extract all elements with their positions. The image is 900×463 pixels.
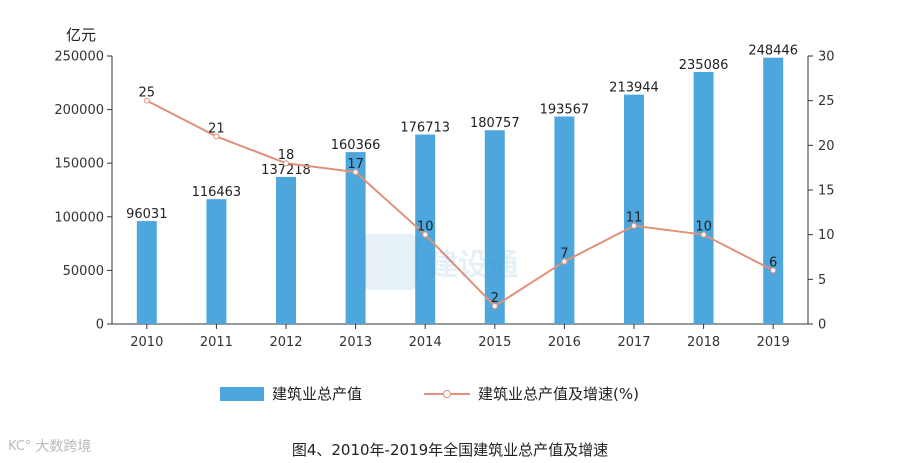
line-point — [770, 267, 777, 274]
bar-data-label: 137218 — [261, 163, 311, 178]
left-axis-tick-label: 100000 — [54, 210, 104, 225]
line-data-label: 10 — [417, 220, 434, 235]
line-point — [213, 133, 220, 140]
bar-series — [136, 57, 784, 324]
bar — [136, 221, 157, 324]
x-axis-tick-label: 2010 — [130, 335, 163, 350]
bar — [415, 134, 436, 324]
line-data-label: 2 — [491, 291, 499, 306]
line-point — [283, 160, 289, 167]
left-axis-tick-label: 50000 — [63, 264, 104, 279]
x-axis-tick-label: 2015 — [478, 335, 511, 350]
bar — [345, 152, 366, 324]
right-axis-tick-label: 15 — [818, 184, 835, 199]
line-point — [143, 97, 150, 104]
right-axis-tick-label: 10 — [818, 228, 835, 243]
line-data-label: 21 — [208, 121, 225, 136]
right-axis-tick-label: 25 — [818, 94, 835, 109]
x-axis-tick-label: 2017 — [617, 335, 650, 350]
legend-bar-swatch — [220, 386, 264, 401]
x-axis-tick-label: 2011 — [200, 335, 233, 350]
line-data-label: 17 — [347, 157, 364, 172]
bar — [206, 199, 227, 324]
legend-line-label: 建筑业总产值及增速(%) — [478, 385, 639, 403]
left-axis-tick-label: 0 — [96, 318, 104, 333]
bar-data-label: 248446 — [748, 44, 798, 59]
bar-data-label: 180757 — [470, 116, 520, 131]
line-series-path — [146, 99, 774, 308]
line-data-label: 7 — [560, 246, 568, 261]
line-point — [631, 222, 637, 229]
bar-data-label: 116463 — [192, 185, 242, 200]
bar — [554, 116, 575, 324]
x-axis-tick-label: 2013 — [339, 335, 372, 350]
bar — [624, 94, 644, 324]
bar — [693, 71, 714, 324]
bar-data-label: 235086 — [679, 58, 729, 73]
line-data-label: 10 — [695, 220, 712, 235]
legend-item-line: 建筑业总产值及增速(%) — [424, 383, 639, 404]
bar-data-labels: 96031 116463 137218 160366 176713 180757 19356… — [126, 44, 798, 222]
brand-text: 大数跨境 — [35, 439, 92, 455]
x-axis-tick-label: 2014 — [409, 335, 442, 350]
brand-watermark: KC° 大数跨境 — [8, 436, 91, 456]
bar — [763, 57, 784, 324]
bar-data-label: 160366 — [331, 138, 381, 153]
legend-item-bar: 建筑业总产值 — [220, 383, 362, 404]
watermark-logo-icon — [362, 234, 418, 290]
watermark: 建设通 — [362, 234, 518, 290]
right-axis-tick-label: 5 — [818, 273, 826, 288]
watermark-text: 建设通 — [428, 248, 518, 283]
line-data-labels: 25 21 18 17 10 2 7 11 10 6 — [139, 86, 778, 306]
chart-axes: 0 50000 100000 150000 200000 250000 0 5 10 15 20 25… — [54, 50, 834, 351]
bar — [276, 176, 296, 324]
line-data-label: 18 — [278, 148, 295, 163]
bar-data-label: 176713 — [400, 121, 450, 136]
right-axis-tick-label: 20 — [818, 139, 835, 154]
x-axis-tick-label: 2012 — [269, 335, 302, 350]
line-point — [561, 258, 568, 265]
chart: 亿元 0 50000 100000 150000 200000 250000 0 5 10 15 2… — [54, 26, 834, 351]
line-point — [491, 303, 498, 310]
bar-data-label: 193567 — [540, 102, 590, 117]
line-data-label: 6 — [769, 255, 777, 270]
right-axis-tick-label: 30 — [818, 50, 835, 65]
bar — [484, 130, 505, 324]
left-axis-tick-label: 200000 — [54, 103, 104, 118]
line-series — [143, 97, 777, 310]
left-axis-tick-label: 150000 — [54, 157, 104, 172]
left-axis-unit: 亿元 — [66, 26, 96, 44]
brand-logo-icon: KC° — [8, 438, 32, 454]
line-point — [422, 231, 429, 238]
line-data-label: 11 — [626, 211, 643, 226]
line-point — [700, 231, 707, 238]
right-axis-tick-label: 0 — [818, 318, 826, 333]
line-point — [352, 169, 359, 176]
x-axis-tick-label: 2019 — [757, 335, 790, 350]
legend: 建筑业总产值 建筑业总产值及增速(%) — [0, 383, 900, 407]
legend-bar-label: 建筑业总产值 — [272, 385, 363, 403]
x-axis-tick-label: 2016 — [548, 335, 581, 350]
bar-data-label: 96031 — [126, 207, 167, 222]
legend-line-swatch — [424, 387, 470, 401]
x-axis-tick-label: 2018 — [687, 335, 720, 350]
left-axis-tick-label: 250000 — [54, 50, 104, 65]
bar-data-label: 213944 — [609, 81, 659, 96]
line-data-label: 25 — [139, 86, 156, 101]
figure-caption: 图4、2010年-2019年全国建筑业总产值及增速 — [291, 441, 609, 459]
